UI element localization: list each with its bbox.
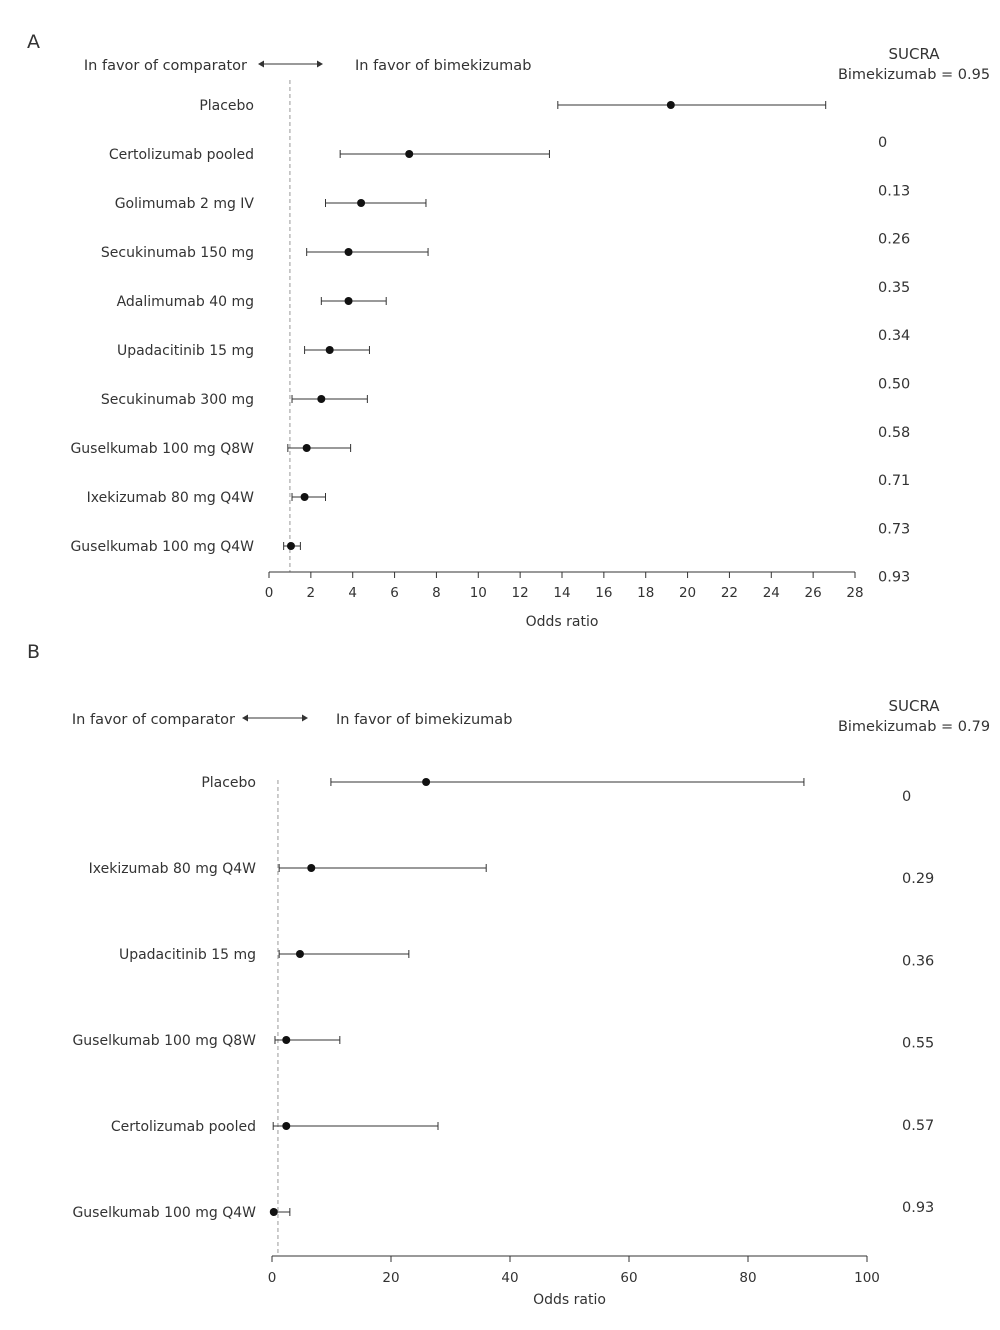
row-label: Certolizumab pooled	[111, 1119, 256, 1135]
x-tick-label: 12	[512, 585, 529, 601]
panel-letter: B	[27, 641, 40, 663]
row-label: Guselkumab 100 mg Q8W	[70, 441, 254, 457]
sucra-value: 0.73	[878, 521, 910, 537]
sucra-value: 0.50	[878, 377, 910, 393]
x-axis-label: Odds ratio	[533, 1292, 606, 1308]
odds-ratio-point	[295, 950, 304, 958]
x-tick-label: 4	[348, 585, 357, 601]
x-tick-label: 8	[432, 585, 441, 601]
x-tick-label: 80	[739, 1270, 756, 1286]
x-tick-label: 18	[637, 585, 654, 601]
x-tick-label: 14	[553, 585, 570, 601]
odds-ratio-point	[422, 778, 431, 786]
sucra-value: 0.55	[902, 1036, 934, 1052]
sucra-value: 0.58	[878, 425, 910, 441]
odds-ratio-point	[405, 150, 414, 158]
x-tick-label: 26	[805, 585, 822, 601]
x-tick-label: 28	[846, 585, 863, 601]
row-label: Guselkumab 100 mg Q4W	[70, 539, 254, 555]
row-label: Placebo	[201, 775, 256, 791]
x-tick-label: 22	[721, 585, 738, 601]
sucra-value: 0.13	[878, 183, 910, 199]
row-label: Ixekizumab 80 mg Q4W	[89, 861, 257, 877]
sucra-title: SUCRA	[888, 45, 940, 63]
arrow-left-icon	[258, 60, 264, 68]
x-tick-label: 24	[763, 585, 780, 601]
row-label: Guselkumab 100 mg Q4W	[72, 1205, 256, 1221]
odds-ratio-point	[344, 248, 353, 256]
row-label: Ixekizumab 80 mg Q4W	[87, 490, 255, 506]
row-label: Golimumab 2 mg IV	[115, 196, 255, 212]
x-tick-label: 2	[307, 585, 316, 601]
odds-ratio-point	[317, 395, 326, 403]
sucra-value: 0.57	[902, 1118, 934, 1134]
x-tick-label: 0	[268, 1270, 277, 1286]
sucra-value: 0.93	[878, 570, 910, 586]
sucra-value: 0.36	[902, 953, 934, 969]
x-tick-label: 6	[390, 585, 399, 601]
arrow-left-icon	[242, 714, 248, 722]
row-label: Secukinumab 150 mg	[101, 245, 254, 261]
sucra-value: 0.93	[902, 1200, 934, 1216]
arrow-right-icon	[317, 60, 323, 68]
x-tick-label: 20	[679, 585, 696, 601]
odds-ratio-point	[282, 1122, 291, 1130]
row-label: Certolizumab pooled	[109, 147, 254, 163]
sucra-title: SUCRA	[888, 697, 940, 715]
sucra-value: 0.26	[878, 232, 910, 248]
x-tick-label: 40	[501, 1270, 518, 1286]
odds-ratio-point	[302, 444, 311, 452]
odds-ratio-point	[357, 199, 366, 207]
row-label: Placebo	[199, 98, 254, 114]
sucra-subtitle: Bimekizumab = 0.79	[838, 719, 990, 735]
left-direction-label: In favor of comparator	[84, 58, 247, 74]
odds-ratio-point	[666, 101, 675, 109]
left-direction-label: In favor of comparator	[72, 712, 235, 728]
sucra-value: 0.71	[878, 473, 910, 489]
row-label: Secukinumab 300 mg	[101, 392, 254, 408]
odds-ratio-point	[325, 346, 334, 354]
odds-ratio-point	[286, 542, 295, 550]
row-label: Adalimumab 40 mg	[117, 294, 254, 310]
x-tick-label: 60	[620, 1270, 637, 1286]
sucra-value: 0	[902, 789, 911, 805]
sucra-value: 0.29	[902, 871, 934, 887]
x-tick-label: 16	[595, 585, 612, 601]
odds-ratio-point	[344, 297, 353, 305]
sucra-value: 0	[878, 135, 887, 151]
x-tick-label: 20	[382, 1270, 399, 1286]
odds-ratio-point	[300, 493, 309, 501]
odds-ratio-point	[282, 1036, 291, 1044]
right-direction-label: In favor of bimekizumab	[355, 58, 531, 74]
odds-ratio-point	[307, 864, 316, 872]
panel-letter: A	[27, 31, 40, 53]
x-tick-label: 0	[265, 585, 274, 601]
x-tick-label: 10	[470, 585, 487, 601]
sucra-value: 0.35	[878, 280, 910, 296]
row-label: Guselkumab 100 mg Q8W	[72, 1033, 256, 1049]
odds-ratio-point	[269, 1208, 278, 1216]
row-label: Upadacitinib 15 mg	[119, 947, 256, 963]
x-tick-label: 100	[854, 1270, 880, 1286]
sucra-subtitle: Bimekizumab = 0.95	[838, 67, 990, 83]
sucra-value: 0.34	[878, 328, 910, 344]
arrow-right-icon	[302, 714, 308, 722]
row-label: Upadacitinib 15 mg	[117, 343, 254, 359]
x-axis-label: Odds ratio	[526, 614, 599, 630]
right-direction-label: In favor of bimekizumab	[336, 712, 512, 728]
